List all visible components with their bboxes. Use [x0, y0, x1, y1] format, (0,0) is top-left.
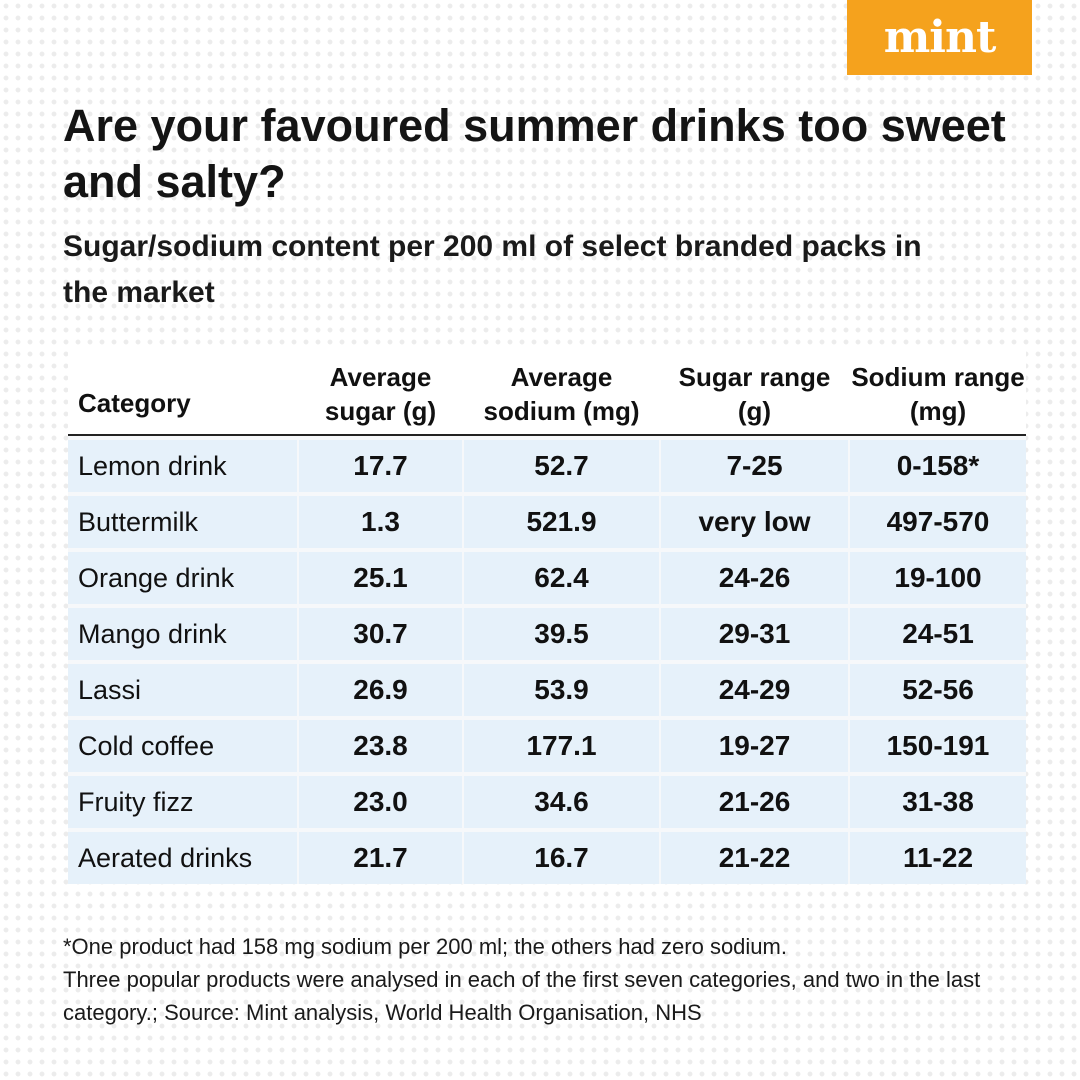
table-cell-avg-sodium: 53.9	[464, 664, 659, 716]
table-cell-sodium-range: 19-100	[850, 552, 1026, 604]
table-cell-sodium-range: 24-51	[850, 608, 1026, 660]
table-cell-category: Aerated drinks	[68, 832, 297, 884]
column-header-category: Category	[78, 388, 191, 418]
table-cell-avg-sodium: 34.6	[464, 776, 659, 828]
table-cell-category: Buttermilk	[68, 496, 297, 548]
table-cell-avg-sodium: 16.7	[464, 832, 659, 884]
data-table: Category Average sugar (g) Average sodium …	[68, 350, 1026, 884]
chart-title: Are your favoured summer drinks too swee…	[63, 100, 1006, 207]
table-cell-sodium-range: 31-38	[850, 776, 1026, 828]
table-cell-category: Fruity fizz	[68, 776, 297, 828]
table-cell-category: Mango drink	[68, 608, 297, 660]
table-cell-sodium-range: 0-158*	[850, 440, 1026, 492]
column-header-avg-sugar: Average sugar (g)	[324, 362, 437, 426]
table-body: Lemon drink 17.7 52.7 7-25 0-158* Buttermilk 1…	[68, 436, 1026, 884]
table-cell-sodium-range: 150-191	[850, 720, 1026, 772]
table-row: Aerated drinks 21.7 16.7 21-22 11-22	[68, 832, 1026, 884]
column-header-avg-sodium: Average sodium (mg)	[483, 362, 640, 426]
table-cell-sugar-range: 21-26	[661, 776, 848, 828]
column-header-sugar-range: Sugar range (g)	[678, 362, 831, 426]
table-cell-avg-sugar: 26.9	[299, 664, 462, 716]
table-cell-avg-sugar: 23.8	[299, 720, 462, 772]
table-cell-avg-sodium: 62.4	[464, 552, 659, 604]
table-row: Cold coffee 23.8 177.1 19-27 150-191	[68, 720, 1026, 772]
table-row: Mango drink 30.7 39.5 29-31 24-51	[68, 608, 1026, 660]
table-cell-sugar-range: 7-25	[661, 440, 848, 492]
table-cell-sodium-range: 52-56	[850, 664, 1026, 716]
table-cell-avg-sugar: 30.7	[299, 608, 462, 660]
column-header-sodium-range: Sodium range (mg)	[851, 362, 1025, 426]
footnote: *One product had 158 mg sodium per 200 m…	[63, 930, 1043, 1029]
table-cell-avg-sodium: 521.9	[464, 496, 659, 548]
table-cell-sugar-range: very low	[661, 496, 848, 548]
table-cell-avg-sugar: 25.1	[299, 552, 462, 604]
table-row: Orange drink 25.1 62.4 24-26 19-100	[68, 552, 1026, 604]
table-row: Lemon drink 17.7 52.7 7-25 0-158*	[68, 440, 1026, 492]
table-cell-sugar-range: 19-27	[661, 720, 848, 772]
table-cell-category: Lemon drink	[68, 440, 297, 492]
footnote-line-2: Three popular products were analysed in …	[63, 967, 981, 1025]
footnote-line-1: *One product had 158 mg sodium per 200 m…	[63, 934, 787, 959]
table-cell-avg-sugar: 17.7	[299, 440, 462, 492]
table-cell-sugar-range: 29-31	[661, 608, 848, 660]
table-row: Lassi 26.9 53.9 24-29 52-56	[68, 664, 1026, 716]
table-cell-category: Cold coffee	[68, 720, 297, 772]
table-row: Buttermilk 1.3 521.9 very low 497-570	[68, 496, 1026, 548]
table-cell-avg-sugar: 1.3	[299, 496, 462, 548]
table-cell-sugar-range: 24-26	[661, 552, 848, 604]
table-cell-avg-sodium: 177.1	[464, 720, 659, 772]
table-cell-sugar-range: 21-22	[661, 832, 848, 884]
table-cell-sodium-range: 497-570	[850, 496, 1026, 548]
table-header: Category Average sugar (g) Average sodium …	[68, 350, 1026, 436]
mint-logo: mint	[847, 0, 1032, 75]
table-cell-avg-sugar: 21.7	[299, 832, 462, 884]
table-cell-sodium-range: 11-22	[850, 832, 1026, 884]
table-cell-avg-sodium: 52.7	[464, 440, 659, 492]
table-cell-sugar-range: 24-29	[661, 664, 848, 716]
table-cell-category: Orange drink	[68, 552, 297, 604]
table-row: Fruity fizz 23.0 34.6 21-26 31-38	[68, 776, 1026, 828]
chart-subtitle: Sugar/sodium content per 200 ml of selec…	[63, 230, 922, 309]
table-cell-avg-sodium: 39.5	[464, 608, 659, 660]
table-cell-category: Lassi	[68, 664, 297, 716]
table-cell-avg-sugar: 23.0	[299, 776, 462, 828]
